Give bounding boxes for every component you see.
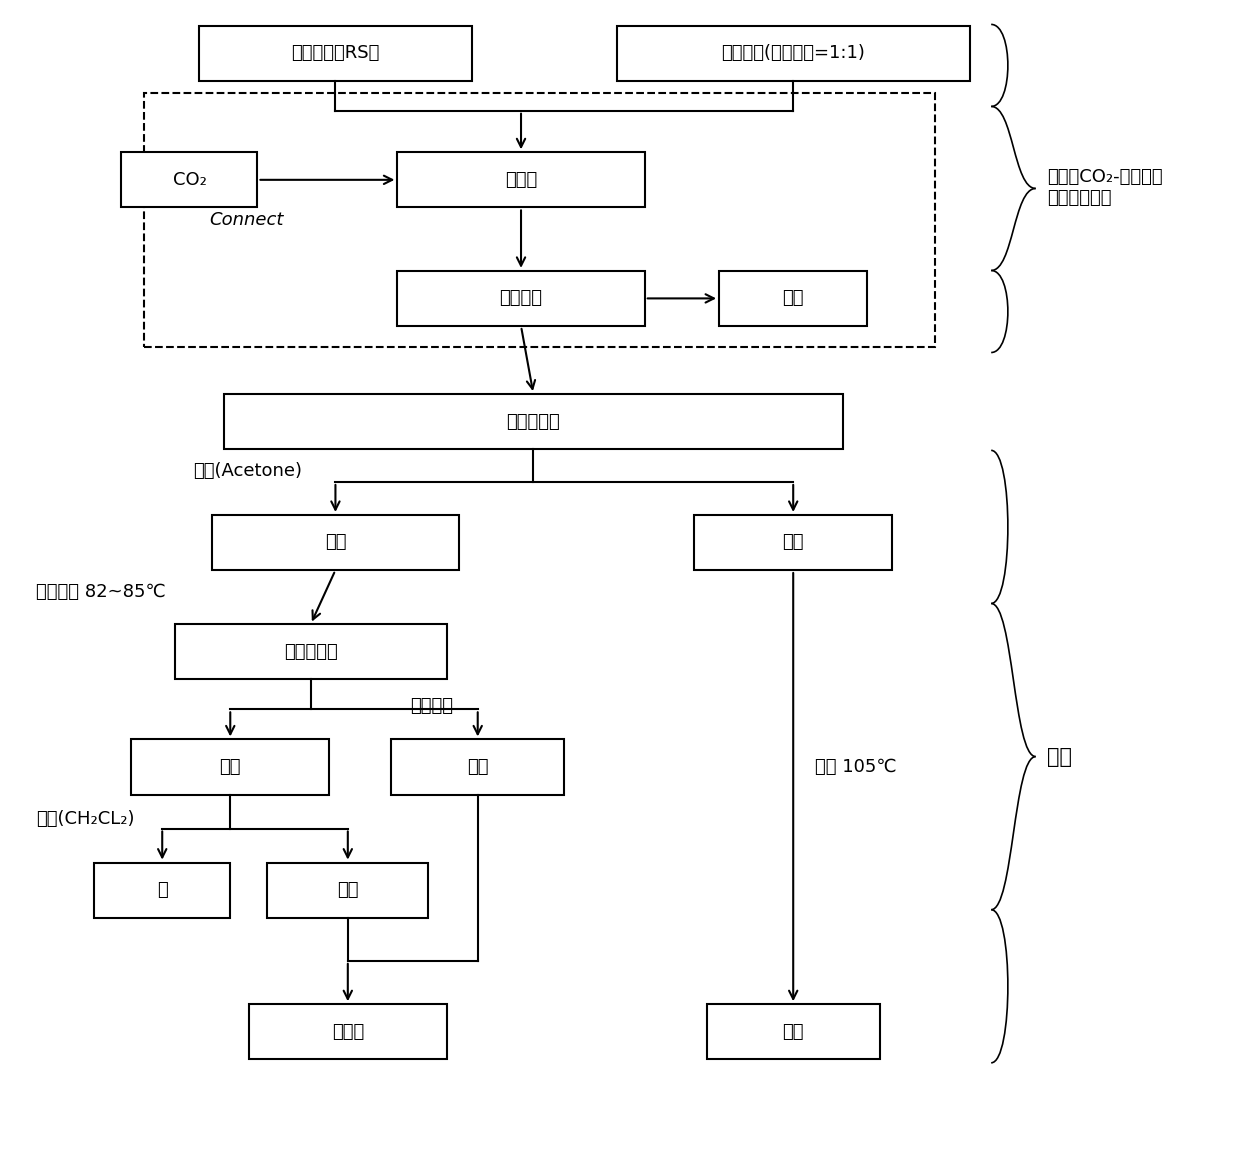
Bar bbox=[212, 515, 459, 570]
Text: 抄滤(Acetone): 抄滤(Acetone) bbox=[193, 462, 303, 480]
Text: 生物油: 生物油 bbox=[331, 1022, 363, 1041]
Text: 干燥 105℃: 干燥 105℃ bbox=[816, 758, 897, 775]
Bar bbox=[175, 624, 446, 680]
Bar bbox=[268, 862, 428, 917]
Bar bbox=[131, 740, 330, 795]
Text: 水稺秸秵（RS）: 水稺秸秵（RS） bbox=[291, 44, 379, 62]
Bar bbox=[224, 394, 843, 449]
Bar bbox=[397, 152, 645, 208]
Text: 固液混合物: 固液混合物 bbox=[506, 413, 560, 430]
Text: 水相: 水相 bbox=[219, 758, 241, 775]
Text: 轻油: 轻油 bbox=[337, 882, 358, 899]
Text: 油水混合物: 油水混合物 bbox=[284, 643, 337, 661]
Bar bbox=[707, 1004, 880, 1059]
Text: 预处理: 预处理 bbox=[505, 171, 537, 189]
Bar bbox=[397, 271, 645, 327]
Text: 分离: 分离 bbox=[1047, 747, 1071, 766]
Text: 混合溶剂(水：乙醇=1:1): 混合溶剂(水：乙醇=1:1) bbox=[722, 44, 866, 62]
Bar bbox=[391, 740, 564, 795]
Text: 固相: 固相 bbox=[782, 533, 804, 552]
Bar bbox=[694, 515, 893, 570]
Bar bbox=[94, 862, 231, 917]
Bar bbox=[200, 25, 471, 81]
Bar bbox=[249, 1004, 446, 1059]
Text: 水热液化: 水热液化 bbox=[500, 290, 543, 307]
Bar bbox=[144, 93, 935, 346]
Bar bbox=[618, 25, 970, 81]
Text: CO₂: CO₂ bbox=[172, 171, 206, 189]
Bar bbox=[719, 271, 868, 327]
Text: 重油: 重油 bbox=[467, 758, 489, 775]
Text: 液相: 液相 bbox=[325, 533, 346, 552]
Text: 液相分离: 液相分离 bbox=[409, 697, 453, 715]
Text: 残渣: 残渣 bbox=[782, 1022, 804, 1041]
Text: 萍取(CH₂CL₂): 萍取(CH₂CL₂) bbox=[36, 810, 134, 827]
Text: 亚临界CO₂-混合溶剂
两步连续液化: 亚临界CO₂-混合溶剂 两步连续液化 bbox=[1047, 168, 1162, 208]
Bar bbox=[122, 152, 258, 208]
Text: Connect: Connect bbox=[210, 211, 284, 230]
Text: 气相: 气相 bbox=[782, 290, 804, 307]
Text: 旋转蕉发 82~85℃: 旋转蕉发 82~85℃ bbox=[36, 583, 166, 601]
Text: 水: 水 bbox=[156, 882, 167, 899]
